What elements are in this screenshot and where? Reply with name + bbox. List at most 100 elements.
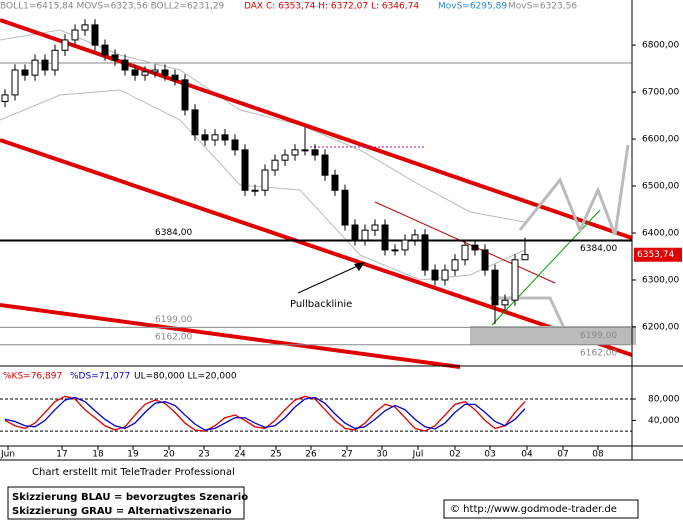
x-tick-label: 30 — [376, 450, 388, 460]
y-tick-label: 80,000 — [648, 395, 680, 405]
candle-body — [491, 269, 499, 306]
y-tick-label: 40,000 — [648, 416, 680, 426]
x-tick-label: 03 — [484, 450, 495, 460]
boll-upper — [0, 29, 526, 223]
candle-body — [391, 249, 399, 252]
y-tick-label: 6700,00 — [642, 88, 679, 98]
candle-body — [281, 154, 289, 161]
level-label: 6199,00 — [155, 315, 192, 325]
candle-body — [321, 154, 329, 176]
candle-body — [91, 24, 99, 46]
arrow-head — [354, 262, 365, 271]
legend-box — [7, 486, 245, 520]
candle-body — [341, 189, 349, 226]
level-label: 6384,00 — [155, 228, 192, 238]
candle-body — [331, 174, 339, 191]
candle-body — [141, 71, 149, 76]
candle-body — [441, 269, 449, 281]
zone — [470, 326, 636, 345]
candle-body — [31, 59, 39, 76]
last-price-label: 6353,74 — [637, 250, 674, 260]
x-tick-label: 25 — [270, 450, 281, 460]
candle-body — [251, 189, 259, 192]
candle-body — [261, 169, 269, 191]
x-tick-label: 04 — [521, 450, 533, 460]
channel-outer — [0, 303, 461, 369]
y-tick-label: 6800,00 — [642, 41, 679, 51]
x-tick-label: 18 — [92, 450, 104, 460]
candle-body — [221, 134, 229, 141]
site: © http://www.godmode-trader.de — [450, 504, 617, 515]
candle-body — [211, 134, 219, 141]
candle-body — [401, 239, 409, 251]
y-tick-label: 6400,00 — [642, 228, 679, 238]
x-tick-label: Jun — [0, 450, 15, 460]
x-tick-label: 19 — [127, 450, 139, 460]
x-tick-label: 08 — [592, 450, 604, 460]
y-tick-label: 6300,00 — [642, 275, 679, 285]
x-tick-label: 20 — [163, 450, 175, 460]
candle-body — [181, 79, 189, 111]
x-tick-label: 07 — [557, 450, 568, 460]
level-label: 6199,00 — [580, 331, 617, 341]
candle-body — [201, 134, 209, 141]
scenario-grey — [518, 144, 630, 236]
annotation: Pullbacklinie — [290, 299, 352, 310]
level-label: 6162,00 — [155, 332, 192, 342]
candle-body — [231, 139, 239, 151]
x-tick-label: 17 — [56, 450, 67, 460]
level-label: 6384,00 — [580, 244, 617, 254]
candle-body — [301, 149, 309, 152]
channel-lower — [0, 138, 633, 357]
candle-body — [421, 234, 429, 271]
legend-text: Skizzierung BLAU = bevorzugtes Szenario — [12, 492, 248, 503]
candle-body — [481, 249, 489, 271]
candle-body — [151, 69, 159, 73]
credit: Chart erstellt mit TeleTrader Profession… — [32, 467, 235, 478]
candle-body — [131, 69, 139, 76]
candle-body — [311, 149, 319, 156]
candle-body — [121, 59, 129, 71]
candle-body — [111, 54, 119, 61]
y-tick-label: 6500,00 — [642, 182, 679, 192]
indicator-label: %DS=71,077 — [70, 372, 130, 382]
candle-body — [161, 69, 169, 76]
candle-body — [431, 269, 439, 281]
candle-body — [71, 29, 79, 41]
candle-body — [101, 44, 109, 56]
candle-body — [511, 259, 519, 301]
indicator-label: UL=80,000 LL=20,000 — [134, 372, 237, 382]
candle-body — [1, 94, 9, 102]
indicator-label: MovS=6323,56 — [508, 2, 577, 12]
x-tick-label: 02 — [449, 450, 460, 460]
candle-body — [241, 149, 249, 191]
price-label: DAX C: 6353,74 H: 6372,07 L: 6346,74 — [244, 2, 419, 12]
candle-body — [291, 149, 299, 156]
y-tick-label: 6200,00 — [642, 322, 679, 332]
candle-body — [371, 224, 379, 231]
indicator-label: MovS=6295,89 — [438, 2, 507, 12]
candle-body — [501, 299, 509, 306]
arrow — [297, 263, 363, 294]
candle-body — [521, 254, 529, 261]
candle-body — [11, 69, 19, 96]
candle-body — [41, 59, 49, 71]
candle-body — [81, 24, 89, 31]
candle-body — [171, 74, 179, 81]
indicator-label: %KS=76,897 — [3, 372, 62, 382]
candle-body — [51, 49, 59, 71]
x-tick-label: 27 — [341, 450, 352, 460]
candle-body — [351, 224, 359, 241]
candle-body — [361, 229, 369, 241]
x-tick-label: 23 — [198, 450, 209, 460]
candle-body — [451, 259, 459, 271]
candle-body — [461, 244, 469, 261]
legend-text: Skizzierung GRAU = Alternativszenario — [12, 506, 232, 517]
candle-body — [21, 69, 29, 76]
candle-body — [271, 159, 279, 171]
last-price-box — [634, 247, 682, 262]
x-tick-label: 26 — [305, 450, 317, 460]
scenario-grey — [490, 296, 567, 331]
